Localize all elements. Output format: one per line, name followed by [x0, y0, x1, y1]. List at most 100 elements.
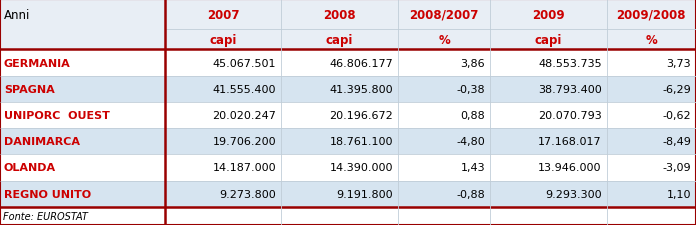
- Bar: [165, 50, 281, 76]
- Bar: [607, 102, 696, 128]
- Bar: [490, 0, 607, 30]
- Bar: [490, 30, 607, 50]
- Text: 45.067.501: 45.067.501: [213, 58, 276, 68]
- Bar: [281, 207, 398, 225]
- Bar: [165, 128, 281, 155]
- Text: Fonte: EUROSTAT: Fonte: EUROSTAT: [3, 211, 88, 221]
- Bar: [165, 155, 281, 181]
- Bar: [165, 102, 281, 128]
- Bar: [0, 155, 165, 181]
- Text: -6,29: -6,29: [663, 84, 691, 94]
- Bar: [607, 30, 696, 50]
- Bar: [490, 207, 607, 225]
- Bar: [490, 128, 607, 155]
- Bar: [165, 76, 281, 102]
- Bar: [607, 155, 696, 181]
- Text: 17.168.017: 17.168.017: [538, 137, 602, 147]
- Bar: [0, 128, 165, 155]
- Bar: [0, 102, 165, 128]
- Bar: [398, 128, 490, 155]
- Text: UNIPORC  OUEST: UNIPORC OUEST: [4, 110, 110, 121]
- Bar: [0, 50, 165, 76]
- Bar: [398, 207, 490, 225]
- Text: 2008/2007: 2008/2007: [409, 9, 479, 22]
- Text: 20.196.672: 20.196.672: [329, 110, 393, 121]
- Bar: [398, 0, 490, 30]
- Bar: [607, 50, 696, 76]
- Text: DANIMARCA: DANIMARCA: [4, 137, 80, 147]
- Bar: [490, 76, 607, 102]
- Bar: [398, 50, 490, 76]
- Text: 3,73: 3,73: [666, 58, 691, 68]
- Text: 46.806.177: 46.806.177: [329, 58, 393, 68]
- Bar: [0, 30, 165, 50]
- Text: 19.706.200: 19.706.200: [213, 137, 276, 147]
- Text: 3,86: 3,86: [461, 58, 485, 68]
- Bar: [0, 207, 165, 225]
- Bar: [490, 50, 607, 76]
- Bar: [165, 181, 281, 207]
- Text: -8,49: -8,49: [662, 137, 691, 147]
- Text: capi: capi: [535, 34, 562, 47]
- Text: 18.761.100: 18.761.100: [329, 137, 393, 147]
- Text: -0,38: -0,38: [457, 84, 485, 94]
- Bar: [0, 0, 165, 30]
- Text: GERMANIA: GERMANIA: [4, 58, 71, 68]
- Bar: [607, 207, 696, 225]
- Text: 0,88: 0,88: [461, 110, 485, 121]
- Text: 1,10: 1,10: [667, 189, 691, 199]
- Bar: [490, 155, 607, 181]
- Text: 41.555.400: 41.555.400: [213, 84, 276, 94]
- Text: 14.390.000: 14.390.000: [329, 163, 393, 173]
- Text: -0,62: -0,62: [663, 110, 691, 121]
- Text: 9.191.800: 9.191.800: [336, 189, 393, 199]
- Text: capi: capi: [209, 34, 237, 47]
- Text: 13.946.000: 13.946.000: [538, 163, 602, 173]
- Bar: [0, 76, 165, 102]
- Bar: [607, 128, 696, 155]
- Bar: [281, 181, 398, 207]
- Bar: [490, 102, 607, 128]
- Text: 9.293.300: 9.293.300: [545, 189, 602, 199]
- Text: 20.020.247: 20.020.247: [212, 110, 276, 121]
- Text: 48.553.735: 48.553.735: [538, 58, 602, 68]
- Text: OLANDA: OLANDA: [4, 163, 56, 173]
- Bar: [281, 0, 398, 30]
- Text: -3,09: -3,09: [663, 163, 691, 173]
- Text: Anni: Anni: [4, 9, 31, 22]
- Bar: [281, 50, 398, 76]
- Text: 2008: 2008: [324, 9, 356, 22]
- Text: -4,80: -4,80: [457, 137, 485, 147]
- Bar: [398, 181, 490, 207]
- Text: 41.395.800: 41.395.800: [329, 84, 393, 94]
- Text: 2009: 2009: [532, 9, 564, 22]
- Bar: [398, 102, 490, 128]
- Bar: [281, 30, 398, 50]
- Text: 38.793.400: 38.793.400: [538, 84, 602, 94]
- Bar: [165, 207, 281, 225]
- Bar: [607, 0, 696, 30]
- Text: SPAGNA: SPAGNA: [4, 84, 55, 94]
- Text: 2009/2008: 2009/2008: [617, 9, 686, 22]
- Bar: [165, 30, 281, 50]
- Bar: [607, 76, 696, 102]
- Bar: [490, 181, 607, 207]
- Text: %: %: [438, 34, 450, 47]
- Bar: [281, 102, 398, 128]
- Text: 1,43: 1,43: [461, 163, 485, 173]
- Text: 2007: 2007: [207, 9, 239, 22]
- Text: REGNO UNITO: REGNO UNITO: [4, 189, 91, 199]
- Text: 14.187.000: 14.187.000: [213, 163, 276, 173]
- Bar: [281, 128, 398, 155]
- Text: %: %: [645, 34, 657, 47]
- Bar: [165, 0, 281, 30]
- Bar: [398, 155, 490, 181]
- Bar: [398, 30, 490, 50]
- Text: 20.070.793: 20.070.793: [538, 110, 602, 121]
- Text: -0,88: -0,88: [457, 189, 485, 199]
- Bar: [0, 181, 165, 207]
- Text: 9.273.800: 9.273.800: [220, 189, 276, 199]
- Bar: [607, 181, 696, 207]
- Bar: [398, 76, 490, 102]
- Bar: [281, 155, 398, 181]
